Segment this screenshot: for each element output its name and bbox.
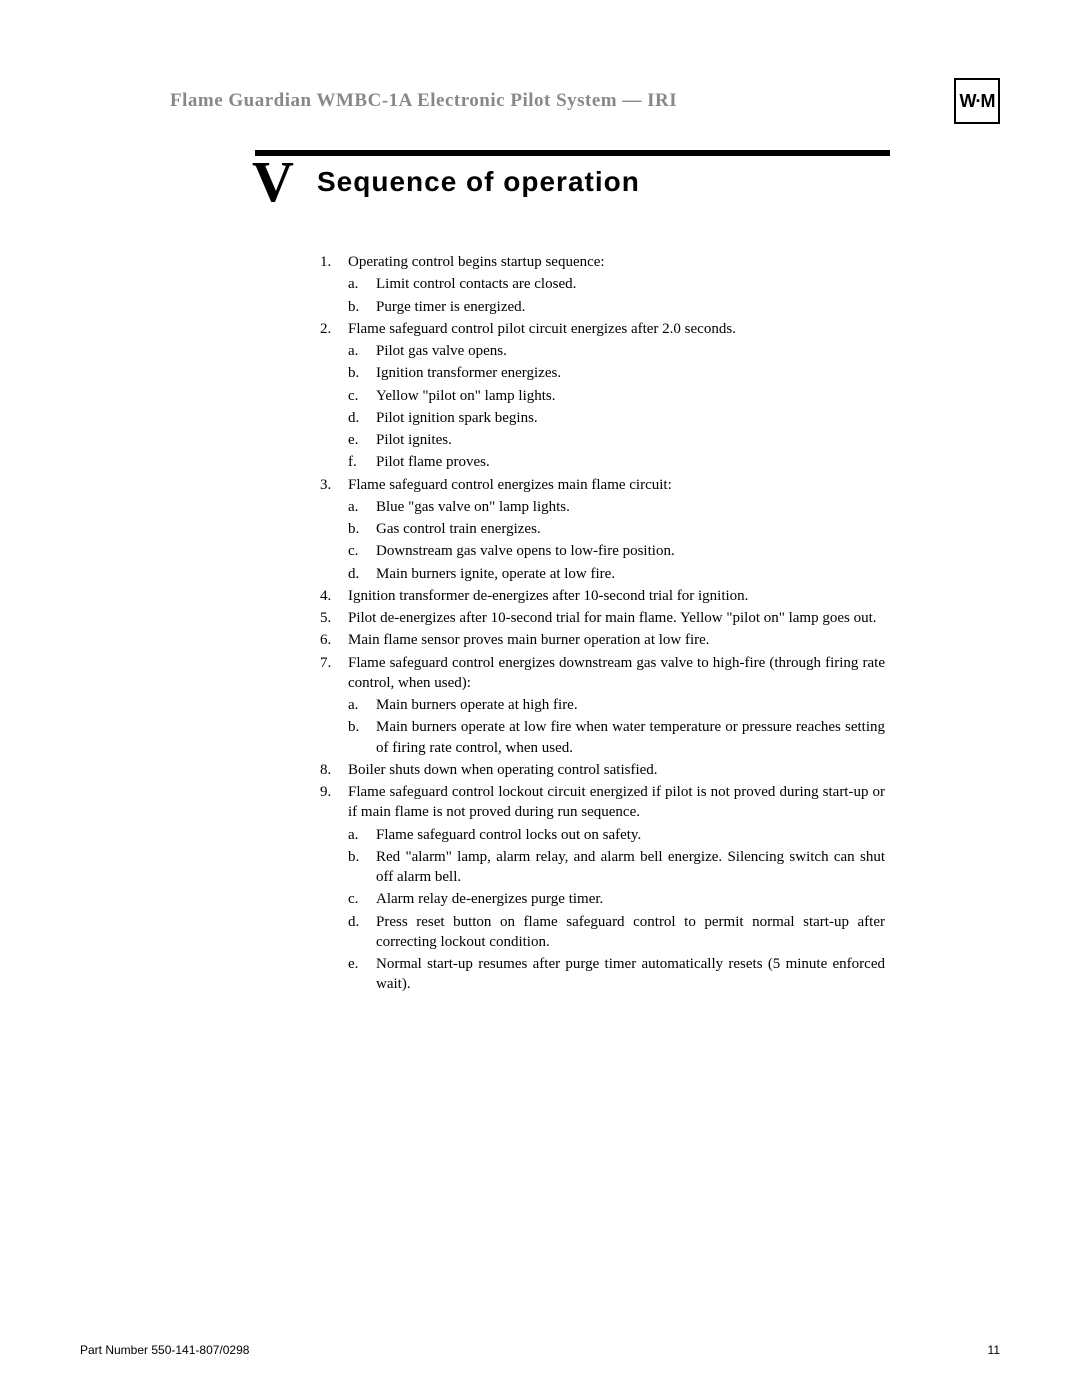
list-item: Flame safeguard control energizes main f…	[320, 475, 885, 584]
numbered-list: Operating control begins startup sequenc…	[320, 252, 885, 995]
list-item-text: Operating control begins startup sequenc…	[348, 254, 605, 270]
list-item-text: Flame safeguard control pilot circuit en…	[348, 321, 736, 337]
sub-list-item: Downstream gas valve opens to low-fire p…	[348, 541, 885, 561]
sub-list-item: Alarm relay de-energizes purge timer.	[348, 889, 885, 909]
list-item: Operating control begins startup sequenc…	[320, 252, 885, 317]
sub-list-item: Press reset button on flame safeguard co…	[348, 912, 885, 953]
list-item: Boiler shuts down when operating control…	[320, 760, 885, 780]
list-item: Ignition transformer de-energizes after …	[320, 586, 885, 606]
page-header: Flame Guardian WMBC-1A Electronic Pilot …	[170, 78, 1000, 124]
logo-icon: W·M	[954, 78, 1000, 124]
part-number: Part Number 550-141-807/0298	[80, 1343, 249, 1357]
sub-list-item: Main burners operate at low fire when wa…	[348, 717, 885, 758]
sub-list-item: Flame safeguard control locks out on saf…	[348, 825, 885, 845]
sub-list-item: Yellow "pilot on" lamp lights.	[348, 386, 885, 406]
list-item: Pilot de-energizes after 10-second trial…	[320, 608, 885, 628]
sub-list-item: Ignition transformer energizes.	[348, 363, 885, 383]
list-item-text: Boiler shuts down when operating control…	[348, 762, 658, 778]
list-item: Main flame sensor proves main burner ope…	[320, 630, 885, 650]
sub-list-item: Pilot ignition spark begins.	[348, 408, 885, 428]
header-title: Flame Guardian WMBC-1A Electronic Pilot …	[170, 90, 677, 112]
list-item-text: Main flame sensor proves main burner ope…	[348, 632, 710, 648]
sub-list: Pilot gas valve opens.Ignition transform…	[348, 341, 885, 473]
sub-list-item: Normal start-up resumes after purge time…	[348, 954, 885, 995]
page-number: 11	[988, 1343, 1000, 1357]
list-item-text: Flame safeguard control lockout circuit …	[348, 784, 885, 820]
sub-list-item: Pilot ignites.	[348, 430, 885, 450]
list-item: Flame safeguard control lockout circuit …	[320, 782, 885, 995]
sub-list: Blue "gas valve on" lamp lights.Gas cont…	[348, 497, 885, 584]
list-item-text: Pilot de-energizes after 10-second trial…	[348, 610, 877, 626]
section-roman: V	[252, 156, 294, 208]
list-item: Flame safeguard control energizes downst…	[320, 653, 885, 758]
content-body: Operating control begins startup sequenc…	[320, 252, 885, 997]
sub-list: Flame safeguard control locks out on saf…	[348, 825, 885, 995]
page-footer: Part Number 550-141-807/0298 11	[80, 1343, 1000, 1357]
section-title: Sequence of operation	[317, 166, 640, 198]
sub-list-item: Pilot gas valve opens.	[348, 341, 885, 361]
sub-list: Limit control contacts are closed. Purge …	[348, 274, 885, 317]
sub-list-item: Blue "gas valve on" lamp lights.	[348, 497, 885, 517]
list-item-text: Ignition transformer de-energizes after …	[348, 588, 748, 604]
sub-list: Main burners operate at high fire.Main b…	[348, 695, 885, 758]
sub-list-item: Main burners ignite, operate at low fire…	[348, 564, 885, 584]
section-header: V Sequence of operation	[255, 150, 890, 198]
sub-list-item: Red "alarm" lamp, alarm relay, and alarm…	[348, 847, 885, 888]
sub-list-item: Gas control train energizes.	[348, 519, 885, 539]
sub-list-item: Purge timer is energized.	[348, 297, 885, 317]
list-item-text: Flame safeguard control energizes downst…	[348, 655, 885, 691]
sub-list-item: Pilot flame proves.	[348, 452, 885, 472]
section-rule	[255, 150, 890, 156]
sub-list-item: Limit control contacts are closed.	[348, 274, 885, 294]
list-item-text: Flame safeguard control energizes main f…	[348, 477, 672, 493]
sub-list-item: Main burners operate at high fire.	[348, 695, 885, 715]
list-item: Flame safeguard control pilot circuit en…	[320, 319, 885, 473]
